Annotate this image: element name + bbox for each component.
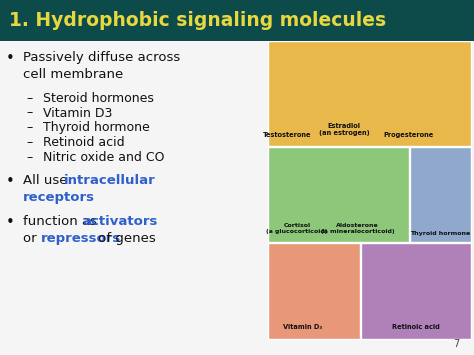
Text: Thyroid hormone: Thyroid hormone bbox=[410, 231, 471, 236]
Text: Cortisol
(a glucocorticoid): Cortisol (a glucocorticoid) bbox=[266, 223, 328, 234]
Text: or: or bbox=[23, 232, 41, 245]
Bar bbox=[268, 147, 409, 242]
Bar bbox=[0, 0, 474, 41]
Text: intracellular: intracellular bbox=[64, 174, 156, 187]
Text: Progesterone: Progesterone bbox=[383, 132, 434, 138]
Bar bbox=[410, 147, 471, 242]
Text: Nitric oxide and CO: Nitric oxide and CO bbox=[43, 151, 164, 164]
Text: –: – bbox=[26, 121, 32, 135]
Text: Thyroid hormone: Thyroid hormone bbox=[43, 121, 149, 135]
Text: activators: activators bbox=[82, 215, 157, 228]
Text: –: – bbox=[26, 92, 32, 105]
Bar bbox=[268, 243, 360, 339]
Text: Estradiol
(an estrogen): Estradiol (an estrogen) bbox=[319, 122, 370, 136]
Text: Passively diffuse across
cell membrane: Passively diffuse across cell membrane bbox=[23, 51, 180, 81]
Text: 1. Hydrophobic signaling molecules: 1. Hydrophobic signaling molecules bbox=[9, 11, 386, 30]
Text: •: • bbox=[6, 215, 14, 230]
Text: Testosterone: Testosterone bbox=[263, 132, 311, 138]
Text: Vitamin D₃: Vitamin D₃ bbox=[283, 324, 322, 330]
Text: Steroid hormones: Steroid hormones bbox=[43, 92, 154, 105]
Text: Retinoid acid: Retinoid acid bbox=[43, 136, 124, 149]
Text: Retinoic acid: Retinoic acid bbox=[392, 324, 439, 330]
Text: repressors: repressors bbox=[40, 232, 121, 245]
Text: –: – bbox=[26, 136, 32, 149]
Text: –: – bbox=[26, 151, 32, 164]
Text: 7: 7 bbox=[454, 339, 460, 349]
Bar bbox=[361, 243, 471, 339]
Text: All use: All use bbox=[23, 174, 72, 187]
Text: Aldosterone
(a mineralocorticoid): Aldosterone (a mineralocorticoid) bbox=[320, 223, 394, 234]
Text: •: • bbox=[6, 174, 14, 189]
Text: function as: function as bbox=[23, 215, 101, 228]
Bar bbox=[268, 41, 471, 146]
Text: receptors: receptors bbox=[23, 191, 95, 204]
Text: –: – bbox=[26, 106, 32, 120]
Text: •: • bbox=[6, 51, 14, 66]
Text: Vitamin D3: Vitamin D3 bbox=[43, 106, 112, 120]
Text: of genes: of genes bbox=[94, 232, 155, 245]
